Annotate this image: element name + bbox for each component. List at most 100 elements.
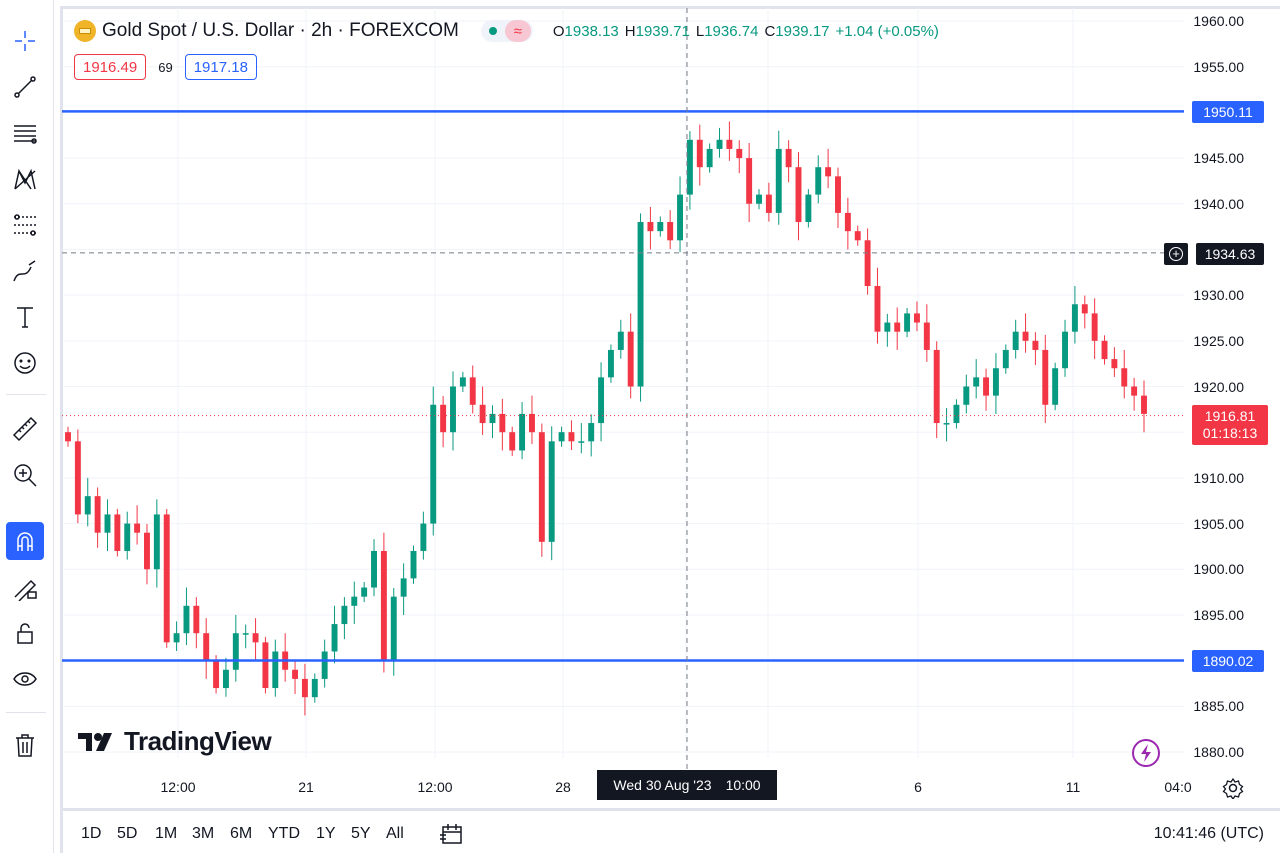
emoji-tool-icon[interactable] [6, 344, 44, 382]
candle-body [499, 413, 506, 433]
market-open-dot-icon [488, 27, 497, 35]
candle-body [440, 404, 447, 433]
candle-body [726, 139, 733, 149]
candle-body [785, 148, 792, 168]
candle-body [607, 349, 614, 378]
trend-line-tool-icon[interactable] [6, 68, 44, 106]
candle-body [756, 194, 762, 204]
candle-body [647, 222, 654, 232]
candle-body [94, 496, 101, 533]
range-6m-button[interactable]: 6M [230, 825, 253, 842]
pattern-tool-icon[interactable] [6, 160, 44, 198]
bottom-toolbar: 1D 5D 1M 3M 6M YTD 1Y 5Y All 10:41:46 (U… [63, 808, 1280, 853]
symbol-title[interactable]: Gold Spot / U.S. Dollar · 2h · FOREXCOM [102, 20, 459, 41]
candle-body [479, 404, 486, 424]
candle-body [183, 605, 190, 634]
lock-drawing-mode-icon[interactable] [6, 568, 44, 606]
trash-icon[interactable] [6, 726, 44, 764]
range-5y-button[interactable]: 5Y [351, 825, 371, 842]
price-axis-tick-label: 1900.00 [1193, 561, 1244, 578]
magnet-mode-icon[interactable] [6, 522, 44, 560]
utc-clock[interactable]: 10:41:46 (UTC) [1153, 825, 1264, 842]
range-1y-button[interactable]: 1Y [316, 825, 336, 842]
candle-body [361, 587, 368, 597]
candle-body [1141, 395, 1147, 414]
tradingview-watermark: TradingView [78, 726, 272, 757]
candle-body [1071, 304, 1078, 332]
range-1d-button[interactable]: 1D [81, 825, 102, 842]
candle-body [65, 432, 71, 442]
toolbar-divider [6, 712, 46, 713]
range-1m-button[interactable]: 1M [155, 825, 178, 842]
candle-body [1062, 331, 1068, 369]
candle-body [410, 550, 417, 579]
candle-body [716, 139, 723, 149]
candle-body [706, 148, 713, 168]
ohlc-values: O1938.13 H1939.71 L1936.74 C1939.17 +1.0… [553, 23, 939, 40]
candle-body [222, 669, 229, 689]
price-axis-tick-label: 1955.00 [1193, 58, 1244, 75]
candle-body [894, 322, 901, 332]
lock-all-drawings-icon[interactable] [6, 614, 44, 652]
candle-body [617, 331, 624, 350]
ruler-tool-icon[interactable] [6, 410, 44, 448]
candle-body [805, 194, 812, 223]
candle-body [173, 633, 180, 643]
buy-button[interactable]: 1917.18 [184, 54, 257, 80]
spread-value: 69 [158, 59, 173, 75]
candle-body [529, 413, 535, 433]
candle-body [104, 514, 111, 533]
range-ytd-button[interactable]: YTD [268, 825, 300, 842]
candle-body [390, 596, 397, 661]
drawing-toolbar [0, 0, 54, 853]
candle-body [854, 231, 861, 241]
market-status-pill[interactable]: ≈ [480, 20, 533, 42]
candle-body [420, 523, 427, 551]
candle-body [519, 413, 526, 451]
candle-body [371, 550, 377, 588]
last-price-tag: 1916.81 01:18:13 [1192, 405, 1268, 445]
crosshair-tool-icon[interactable] [6, 22, 44, 60]
hide-drawings-icon[interactable] [6, 660, 44, 698]
candle-body [459, 377, 466, 387]
price-axis-tick-label: 1930.00 [1193, 287, 1244, 304]
candle-body [1131, 386, 1138, 396]
ohlc-high-key: H [624, 22, 636, 40]
symbol-legend: Gold Spot / U.S. Dollar · 2h · FOREXCOM … [74, 18, 939, 44]
time-label: 6 [914, 779, 922, 795]
candle-body [568, 432, 575, 442]
fib-retracement-tool-icon[interactable] [6, 114, 44, 152]
crosshair-price-tag: 1934.63 [1196, 243, 1264, 265]
candle-body [331, 624, 338, 652]
range-5d-button[interactable]: 5D [117, 825, 138, 842]
candle-body [795, 167, 802, 223]
range-all-button[interactable]: All [386, 825, 404, 842]
candle-body [1042, 349, 1049, 405]
candle-body [677, 194, 683, 241]
candle-body [509, 432, 516, 451]
data-delay-icon: ≈ [504, 20, 531, 42]
toolbar-divider [6, 394, 46, 395]
zoom-in-icon[interactable] [6, 456, 44, 494]
candle-body [1081, 304, 1088, 314]
text-tool-icon[interactable] [6, 298, 44, 336]
candle-body [321, 651, 328, 679]
chart-settings-gear-icon[interactable] [1222, 777, 1244, 799]
range-3m-button[interactable]: 3M [192, 825, 215, 842]
candle-body [637, 222, 644, 387]
candle-body [134, 523, 141, 533]
add-alert-plus-icon[interactable]: + [1164, 243, 1188, 265]
candle-body [686, 139, 693, 195]
go-to-date-calendar-icon[interactable] [439, 821, 465, 847]
sell-button[interactable]: 1916.49 [74, 54, 147, 80]
candle-body [242, 633, 249, 635]
replay-lightning-icon[interactable] [1131, 738, 1161, 768]
candle-body [74, 441, 81, 515]
price-chart[interactable] [62, 8, 1184, 770]
candle-body [736, 148, 743, 159]
candle-body [953, 404, 960, 424]
brush-tool-icon[interactable] [6, 252, 44, 290]
candle-body [84, 496, 91, 515]
forecast-tool-icon[interactable] [6, 206, 44, 244]
candle-body [213, 660, 220, 689]
